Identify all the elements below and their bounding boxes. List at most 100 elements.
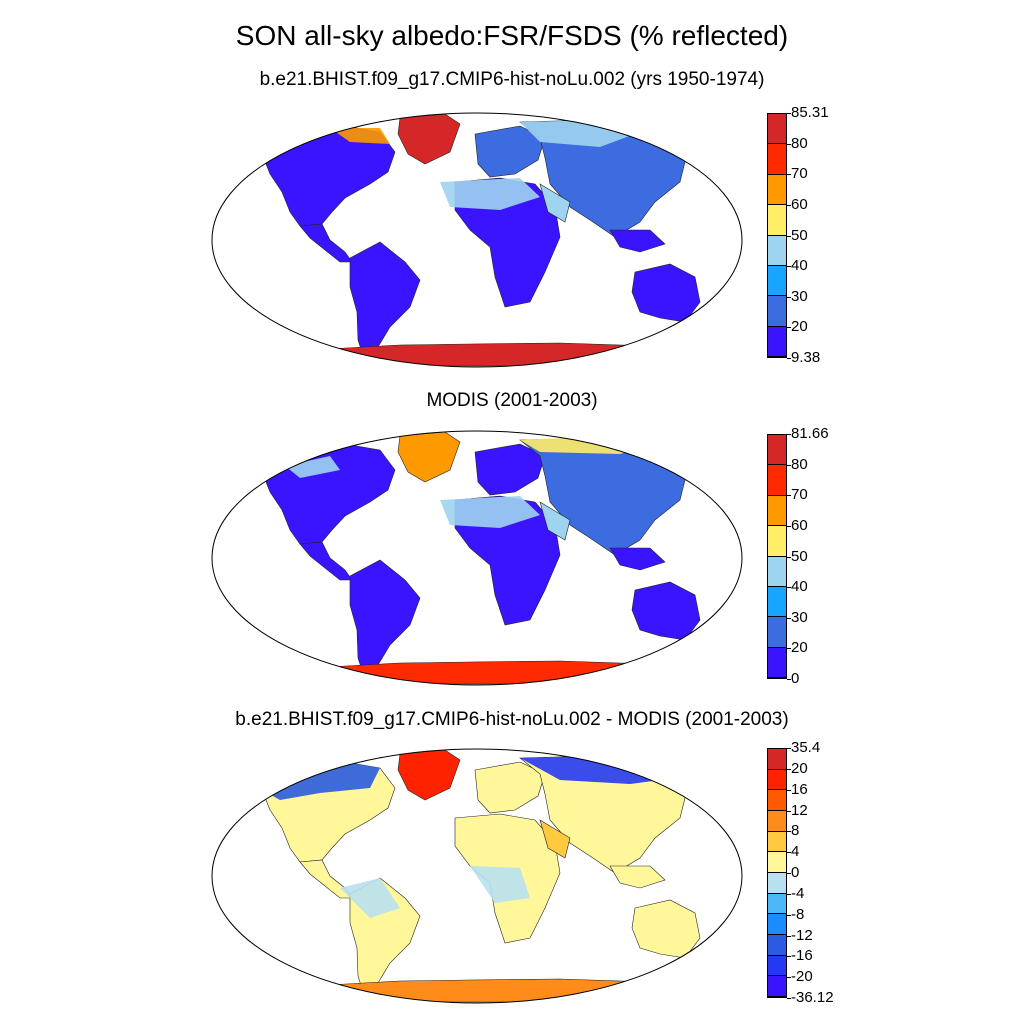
colorbar-label: 60 [791, 195, 808, 213]
colorbar-tick [787, 789, 791, 791]
amazon-patch [340, 878, 400, 918]
sahara-patch [440, 496, 540, 528]
colorbar-label: 35.4 [791, 739, 821, 756]
colorbar-tick [787, 434, 791, 435]
colorbar-tick [787, 174, 791, 176]
colorbar-swatch [768, 435, 786, 466]
colorbar-swatch [768, 495, 786, 527]
land-layer [261, 749, 701, 1003]
colorbar-swatch [768, 114, 786, 145]
north-america-negative-patch [262, 762, 380, 800]
colorbar-swatch [768, 235, 786, 266]
colorbar-tick [787, 893, 791, 895]
colorbar-swatch [768, 296, 786, 327]
arctic-canada-patch [330, 128, 390, 144]
colorbar-swatches [767, 434, 787, 679]
map-panel-difference [211, 748, 743, 1004]
land-layer [261, 431, 701, 685]
colorbar-swatches [767, 113, 787, 358]
colorbar-tick [787, 204, 791, 206]
canada-patch [285, 456, 340, 478]
colorbar-label: 40 [791, 578, 808, 596]
colorbar-swatch [768, 205, 786, 236]
colorbar-tick [787, 977, 791, 979]
map-border [211, 430, 743, 686]
map-border [211, 112, 743, 368]
colorbar-swatch [768, 586, 786, 618]
colorbar-swatch [768, 526, 786, 557]
colorbar-label: 80 [791, 134, 808, 152]
antarctica-landmass [309, 660, 701, 685]
colorbar-label: 30 [791, 608, 808, 626]
africa-landmass [454, 495, 561, 626]
colorbar-swatch [768, 265, 786, 297]
colorbar-swatch [768, 174, 786, 206]
colorbar-label: 81.66 [791, 425, 829, 442]
colorbar-label: 20 [791, 639, 808, 657]
colorbar-tick [787, 143, 791, 145]
colorbar-label: 9.38 [791, 349, 821, 366]
land-layer [261, 113, 701, 367]
colorbar-tick [787, 296, 791, 298]
map-border [211, 748, 743, 1004]
colorbar-swatch [768, 893, 786, 915]
arabia-landmass [539, 819, 571, 859]
samerica-landmass [349, 559, 421, 681]
panel-2-title: MODIS (2001-2003) [426, 390, 598, 411]
colorbar-tick [787, 495, 791, 497]
colorbar-tick [787, 748, 791, 749]
colorbar-swatch [768, 914, 786, 935]
colorbar-label: 12 [791, 801, 808, 819]
colorbar-swatches [767, 748, 787, 998]
colorbar-swatch [768, 144, 786, 175]
colorbar-label: 80 [791, 455, 808, 473]
colorbar-swatch [768, 790, 786, 811]
colorbar-tick [787, 831, 791, 833]
colorbar-tick [787, 679, 791, 680]
colorbar-swatch [768, 556, 786, 587]
colorbar-swatch [768, 872, 786, 894]
colorbar-swatch [768, 831, 786, 853]
colorbar-label: 20 [791, 759, 808, 777]
colorbar-tick [787, 914, 791, 916]
colorbar-label: 4 [791, 843, 800, 861]
arabia-landmass [539, 501, 571, 541]
colorbar-tick [787, 768, 791, 770]
greenland-landmass [397, 431, 461, 483]
greenland-landmass [397, 113, 461, 165]
colorbar-tick [787, 810, 791, 812]
colorbar-tick [787, 998, 791, 999]
colorbar-label: 60 [791, 516, 808, 534]
colorbar-tick [787, 873, 791, 874]
colorbar-label: -8 [791, 905, 805, 923]
colorbar-swatch [768, 326, 786, 357]
colorbar-label: -16 [791, 947, 813, 965]
colorbar-swatch [768, 647, 786, 678]
colorbar-swatch [768, 769, 786, 791]
map-panel-model [211, 112, 743, 368]
colorbar-label: 30 [791, 287, 808, 305]
panel-3-title: b.e21.BHIST.f09_g17.CMIP6-hist-noLu.002 … [235, 709, 789, 730]
colorbar-swatch [768, 749, 786, 770]
samerica-landmass [349, 241, 421, 363]
colorbar-tick [787, 327, 791, 329]
colorbar-label: -12 [791, 926, 813, 944]
colorbar-label: 0 [791, 670, 800, 687]
colorbar-label: 85.31 [791, 104, 829, 121]
colorbar-label: -36.12 [791, 989, 834, 1006]
colorbar-swatch [768, 617, 786, 648]
colorbar-tick [787, 266, 791, 268]
antarctica-landmass [309, 342, 701, 367]
colorbar-label: 16 [791, 780, 808, 798]
map-panel-modis [211, 430, 743, 686]
greenland-landmass [397, 749, 461, 801]
europe-landmass [474, 761, 546, 814]
colorbar-label: 8 [791, 822, 800, 840]
colorbar-label: 70 [791, 486, 808, 504]
colorbar-swatch [768, 810, 786, 832]
colorbar-tick [787, 852, 791, 854]
colorbar-tick [787, 358, 791, 359]
colorbar-label: 0 [791, 864, 800, 881]
colorbar-swatch [768, 852, 786, 873]
central-africa-patch [470, 866, 530, 903]
